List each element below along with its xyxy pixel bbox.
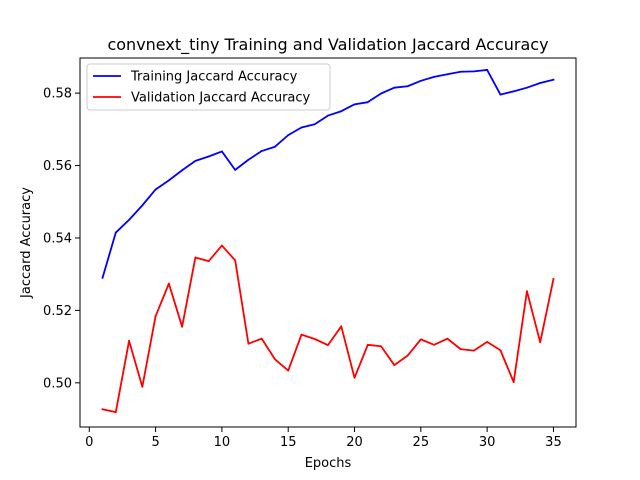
data-point	[101, 408, 104, 411]
data-point	[141, 204, 144, 207]
data-point	[234, 168, 237, 171]
data-point	[154, 315, 157, 318]
axes-frame	[79, 57, 577, 428]
data-point	[539, 341, 542, 344]
data-point	[499, 93, 502, 96]
data-point	[247, 342, 250, 345]
data-point	[406, 85, 409, 88]
data-point	[247, 158, 250, 161]
data-point	[459, 70, 462, 73]
data-point	[353, 103, 356, 106]
data-point	[472, 70, 475, 73]
plot-area	[101, 69, 555, 414]
data-point	[366, 101, 369, 104]
data-point	[446, 337, 449, 340]
y-tick-label: 0.58	[43, 87, 72, 102]
y-tick-label: 0.50	[43, 376, 72, 391]
data-point	[207, 155, 210, 158]
data-point	[433, 75, 435, 78]
data-point	[552, 277, 555, 280]
data-point	[274, 145, 276, 148]
data-point	[459, 348, 462, 351]
x-axis: 0 5 10 15 20 25 30 35	[85, 427, 562, 450]
data-point	[526, 86, 528, 89]
data-point	[300, 333, 303, 336]
y-tick-label: 0.56	[43, 159, 72, 174]
data-point	[512, 381, 515, 383]
legend-box	[86, 63, 331, 111]
data-point	[393, 86, 396, 89]
y-axis: 0.50 0.52 0.54 0.56 0.58	[43, 87, 80, 391]
x-tick-label: 30	[479, 435, 496, 450]
legend-label: Training Jaccard Accuracy	[130, 70, 298, 85]
data-point	[114, 411, 117, 414]
x-tick-label: 0	[85, 435, 93, 450]
legend: Training Jaccard Accuracy Validation Jacc…	[86, 63, 331, 111]
data-point	[128, 218, 130, 221]
data-point	[260, 150, 263, 152]
data-point	[366, 343, 369, 346]
data-point	[313, 338, 316, 340]
data-point	[446, 73, 449, 76]
data-point	[327, 344, 329, 347]
data-point	[419, 79, 422, 82]
data-point	[221, 150, 223, 153]
data-point	[419, 338, 422, 341]
y-tick-label: 0.54	[43, 231, 72, 246]
data-point	[234, 259, 237, 262]
x-tick-label: 20	[346, 435, 363, 450]
data-point	[486, 69, 489, 71]
data-point	[221, 244, 223, 247]
data-point	[380, 92, 382, 95]
chart-title: convnext_tiny Training and Validation Ja…	[107, 35, 548, 55]
data-point	[472, 349, 475, 352]
data-point	[380, 345, 382, 348]
data-point	[141, 385, 144, 388]
data-point	[207, 260, 210, 263]
data-point	[194, 159, 197, 162]
data-point	[128, 339, 130, 342]
legend-label: Validation Jaccard Accuracy	[131, 91, 311, 106]
y-axis-label: Jaccard Accuracy	[19, 187, 34, 299]
data-point	[340, 325, 343, 328]
data-point	[393, 364, 396, 366]
data-point	[181, 325, 184, 328]
data-point	[526, 290, 528, 293]
data-point	[181, 169, 184, 172]
data-point	[552, 78, 555, 81]
x-axis-label: Epochs	[305, 456, 352, 471]
data-point	[114, 231, 117, 234]
data-point	[340, 110, 343, 113]
x-tick-label: 35	[545, 435, 562, 450]
data-point	[194, 256, 197, 259]
x-tick-label: 25	[413, 435, 430, 450]
data-point	[274, 358, 276, 361]
data-point	[433, 343, 435, 346]
data-point	[539, 82, 542, 84]
x-tick-label: 15	[280, 435, 297, 450]
data-point	[313, 123, 316, 126]
x-tick-label: 5	[151, 435, 159, 450]
data-point	[167, 282, 170, 285]
data-point	[512, 90, 515, 93]
data-point	[154, 188, 157, 191]
data-point	[353, 376, 356, 379]
x-tick-label: 10	[214, 435, 231, 450]
data-point	[406, 354, 409, 357]
y-tick-label: 0.52	[43, 304, 72, 319]
data-point	[260, 337, 263, 340]
data-point	[287, 134, 290, 137]
data-point	[101, 276, 104, 279]
data-point	[327, 114, 329, 117]
data-point	[499, 349, 502, 352]
data-point	[167, 179, 170, 182]
data-point	[300, 126, 303, 129]
data-point	[486, 341, 489, 343]
data-point	[287, 369, 290, 372]
